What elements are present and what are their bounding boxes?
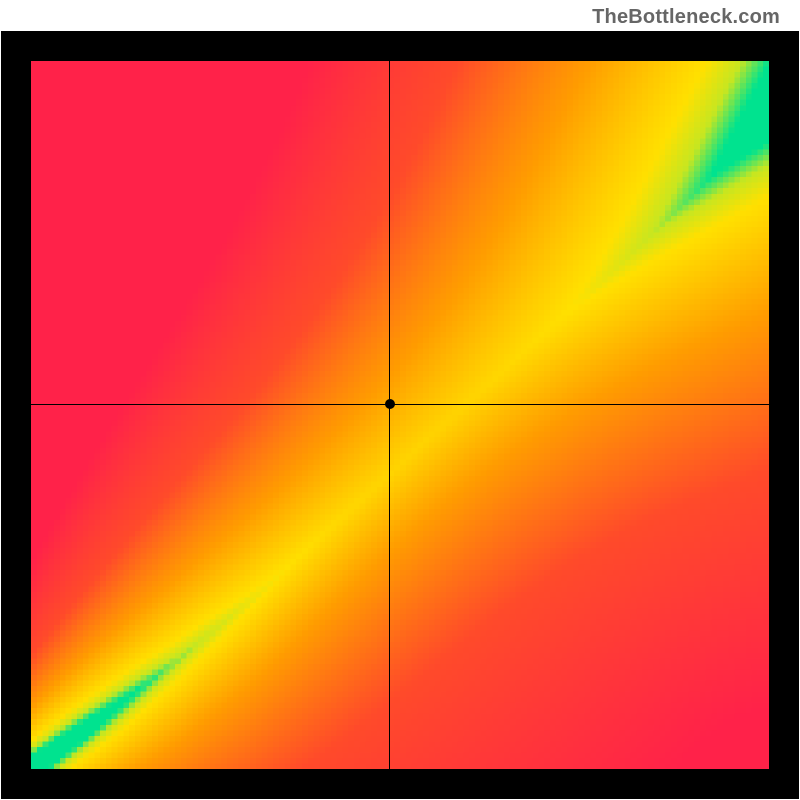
watermark-text: TheBottleneck.com: [592, 6, 780, 29]
bottleneck-heatmap: [31, 61, 769, 769]
selection-marker: [385, 399, 395, 409]
crosshair-horizontal: [31, 404, 769, 405]
crosshair-vertical: [389, 61, 390, 769]
